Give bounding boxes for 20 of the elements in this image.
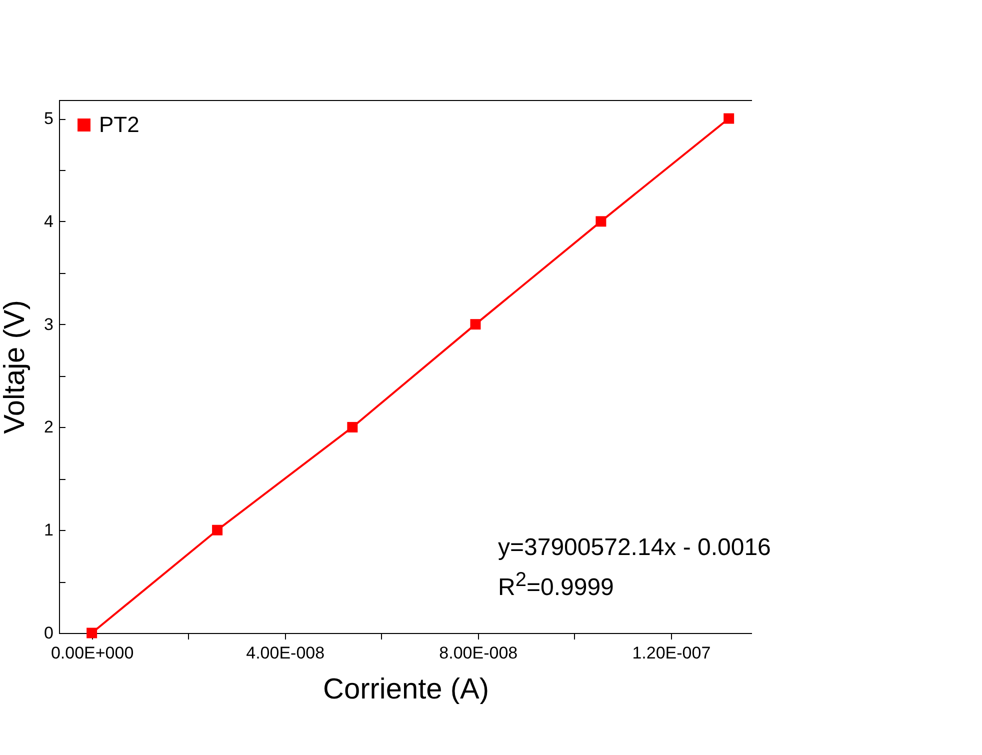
y-tick-label: 5 <box>44 109 54 128</box>
annotation: y=37900572.14x - 0.0016 <box>498 533 771 563</box>
x-tick-label: 8.00E-008 <box>439 644 518 662</box>
point <box>86 628 98 638</box>
y-tick-label: 3 <box>44 314 54 334</box>
legend-label: PT2 <box>99 112 140 137</box>
point <box>212 524 223 536</box>
y-tick-label: 4 <box>44 212 54 231</box>
y-tick-label: 1 <box>44 520 54 540</box>
point <box>470 319 481 330</box>
point <box>347 422 358 432</box>
x-tick-label: 1.20E-007 <box>632 644 711 662</box>
y-tick-label: 2 <box>44 418 54 437</box>
point <box>724 113 734 124</box>
point <box>596 216 606 227</box>
y-axis-title: Voltaje (V) <box>0 300 32 434</box>
y-tick-label: 0 <box>44 624 54 642</box>
x-tick-label: 0.00E+000 <box>50 644 134 662</box>
annotation: R$^{2}$=0.9999 <box>498 568 615 603</box>
x-tick-label: 4.00E-008 <box>246 644 325 662</box>
